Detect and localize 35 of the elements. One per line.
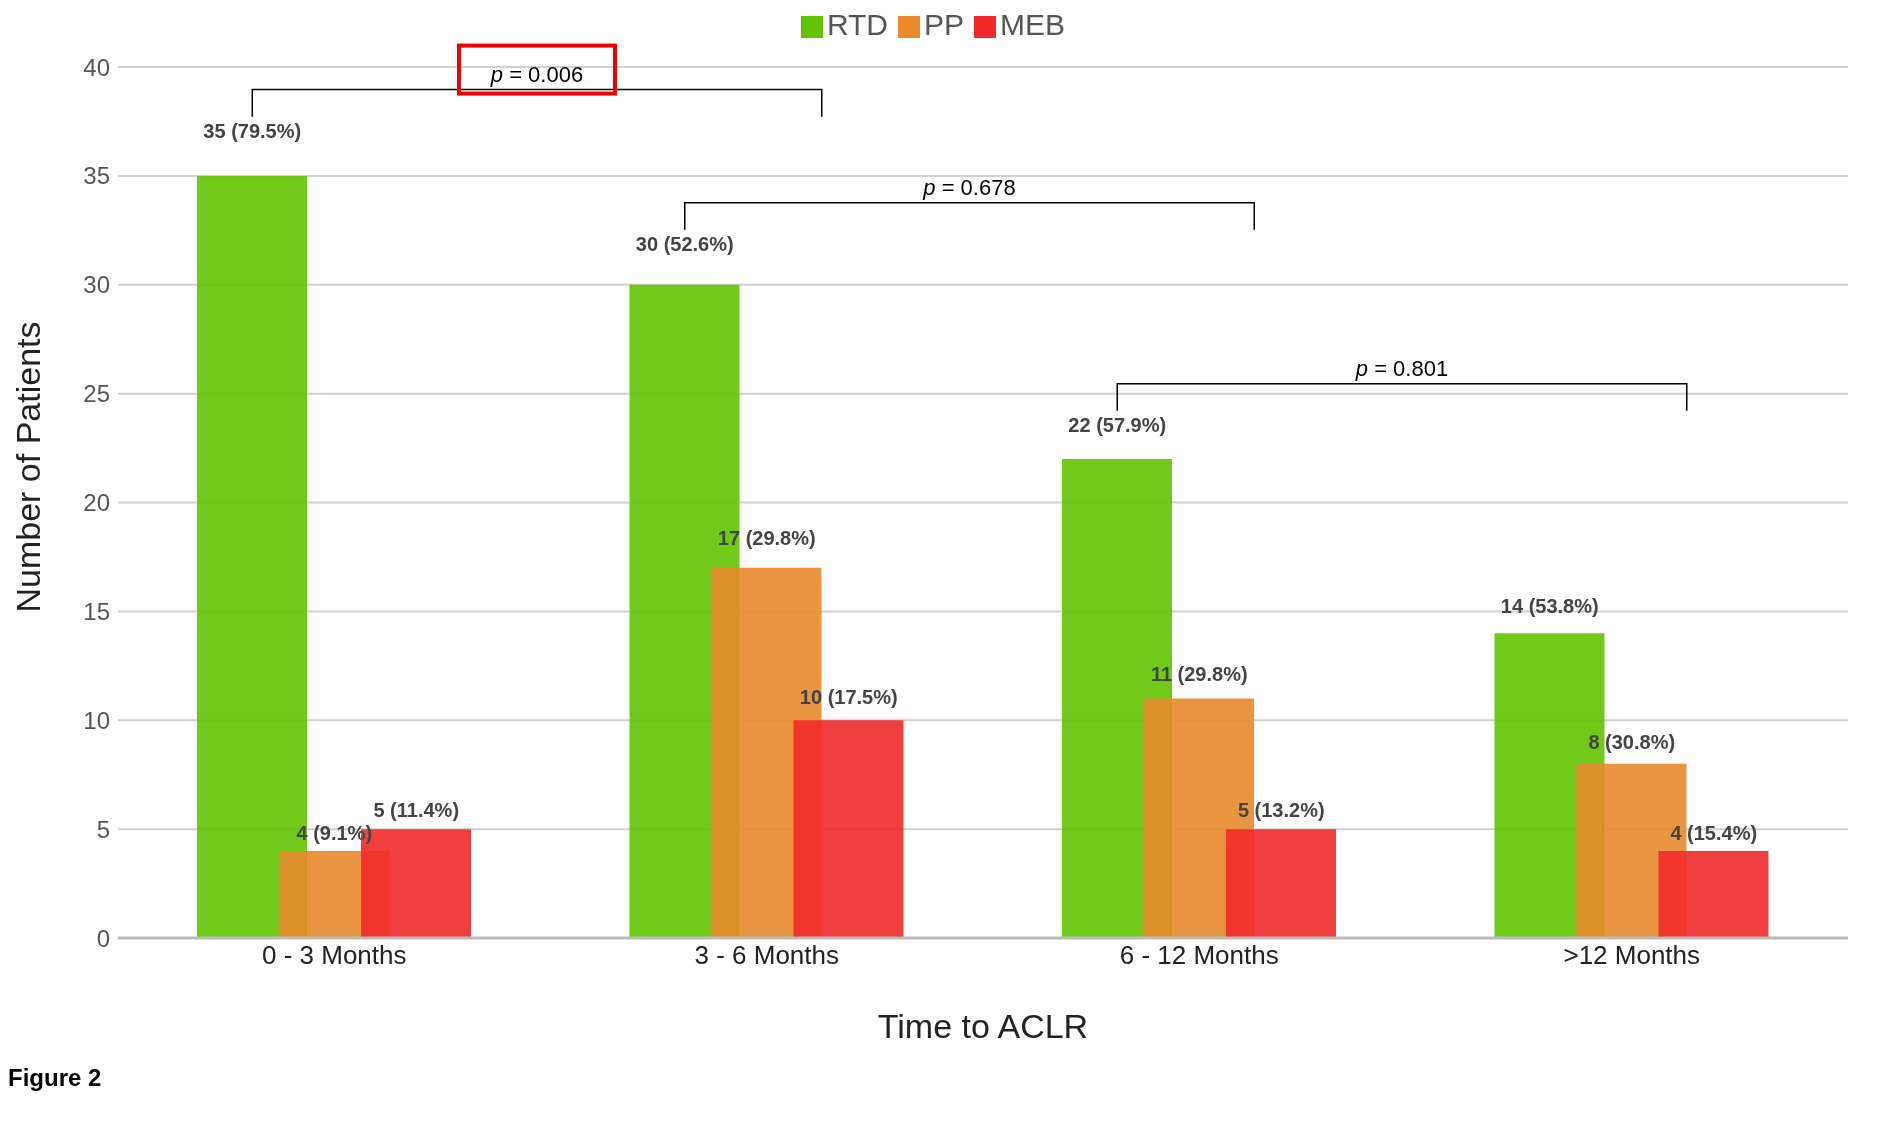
y-tick-label: 40 — [83, 53, 110, 81]
y-tick-label: 35 — [83, 162, 110, 190]
y-tick-label: 25 — [83, 380, 110, 408]
data-label: 22 (57.9%) — [1068, 414, 1167, 437]
data-label: 11 (29.8%) — [1150, 663, 1248, 686]
data-label: 14 (53.8%) — [1500, 595, 1599, 618]
data-label: 30 (52.6%) — [635, 233, 734, 256]
y-axis-title: Number of Patients — [9, 321, 48, 613]
y-tick-label: 0 — [96, 924, 110, 952]
y-tick-label: 5 — [96, 815, 110, 843]
annotation: p = 0.006 — [489, 61, 584, 87]
bar — [197, 175, 307, 938]
x-tick-label: 6 - 12 Months — [1119, 940, 1279, 971]
data-label: 4 (15.4%) — [1670, 821, 1758, 844]
legend-label: RTD — [826, 8, 889, 41]
bar — [1658, 850, 1769, 938]
y-tick-label: 30 — [83, 271, 110, 299]
x-tick-label: >12 Months — [1563, 940, 1701, 971]
legend-label: MEB — [1000, 8, 1066, 41]
x-tick-label: 0 - 3 Months — [261, 940, 407, 971]
caption: Figure 2 — [8, 1064, 102, 1092]
annotation: p = 0.678 — [922, 174, 1016, 200]
data-label: 35 (79.5%) — [203, 120, 302, 143]
legend-label: PP — [924, 8, 965, 41]
bar — [1226, 829, 1336, 938]
y-tick-label: 20 — [83, 489, 110, 517]
data-label: 8 (30.8%) — [1588, 731, 1676, 753]
data-label: 5 (13.2%) — [1237, 798, 1325, 821]
bar — [793, 720, 904, 938]
x-axis-title: Time to ACLR — [877, 1007, 1089, 1045]
y-tick-label: 15 — [83, 597, 110, 625]
data-label: 5 (11.4%) — [373, 798, 460, 821]
annotation: p = 0.801 — [1354, 355, 1449, 381]
y-tick-label: 10 — [83, 706, 110, 734]
x-tick-label: 3 - 6 Months — [694, 940, 840, 971]
